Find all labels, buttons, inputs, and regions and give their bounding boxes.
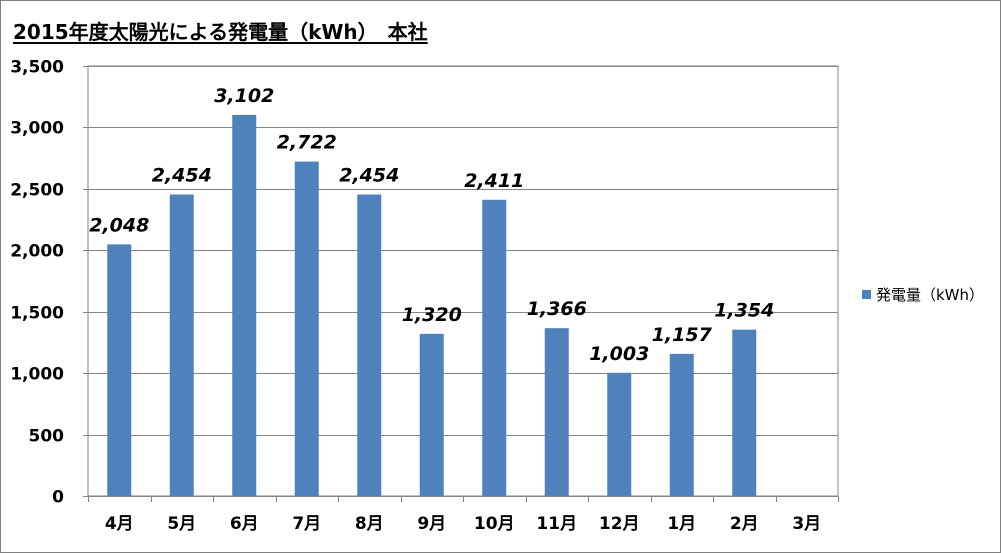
x-tick-label: 5月 — [167, 514, 196, 534]
y-tick-label: 500 — [29, 427, 65, 447]
data-label: 1,157 — [652, 324, 713, 346]
bar-5月 — [169, 194, 194, 496]
data-label: 2,454 — [152, 165, 212, 187]
plot-area — [87, 65, 839, 497]
data-label: 1,320 — [402, 304, 462, 326]
chart-title: 2015年度太陽光による発電量（kWh） 本社 — [13, 20, 428, 44]
bar-4月 — [107, 244, 132, 496]
y-tick-label: 3,500 — [10, 58, 64, 78]
x-tick-label: 6月 — [230, 514, 259, 534]
bar-1月 — [669, 353, 694, 496]
x-tick-label: 7月 — [292, 514, 321, 534]
x-tick-label: 1月 — [667, 514, 696, 534]
x-tick-label: 9月 — [417, 514, 446, 534]
y-tick-label: 3,000 — [10, 119, 64, 139]
bar-11月 — [544, 328, 569, 496]
y-tick-label: 1,500 — [10, 304, 64, 324]
x-tick-label: 8月 — [355, 514, 384, 534]
x-tick-label: 11月 — [536, 514, 577, 534]
y-tick-label: 0 — [52, 488, 64, 508]
legend-label: 発電量（kWh） — [876, 286, 984, 304]
y-tick-label: 2,000 — [10, 242, 64, 262]
legend-swatch — [862, 290, 871, 299]
x-tick-label: 12月 — [599, 514, 640, 534]
data-label: 2,411 — [464, 170, 524, 192]
bar-2月 — [732, 329, 757, 496]
x-tick-label: 2月 — [730, 514, 759, 534]
x-tick-label: 3月 — [792, 514, 821, 534]
bar-12月 — [607, 372, 632, 496]
data-label: 3,102 — [214, 85, 274, 107]
bar-9月 — [419, 333, 444, 496]
data-label: 1,354 — [714, 300, 774, 322]
x-tick-label: 10月 — [474, 514, 515, 534]
data-label: 2,048 — [89, 214, 149, 236]
data-label: 1,366 — [527, 298, 587, 320]
bar-8月 — [357, 194, 382, 496]
y-tick-label: 2,500 — [10, 181, 64, 201]
x-tick-label: 4月 — [105, 514, 134, 534]
bar-6月 — [232, 114, 257, 496]
data-label: 2,454 — [339, 165, 399, 187]
bar-10月 — [482, 199, 507, 496]
data-label: 1,003 — [589, 343, 649, 365]
y-tick-label: 1,000 — [10, 365, 64, 385]
bar-7月 — [294, 161, 319, 496]
data-label: 2,722 — [277, 132, 337, 154]
